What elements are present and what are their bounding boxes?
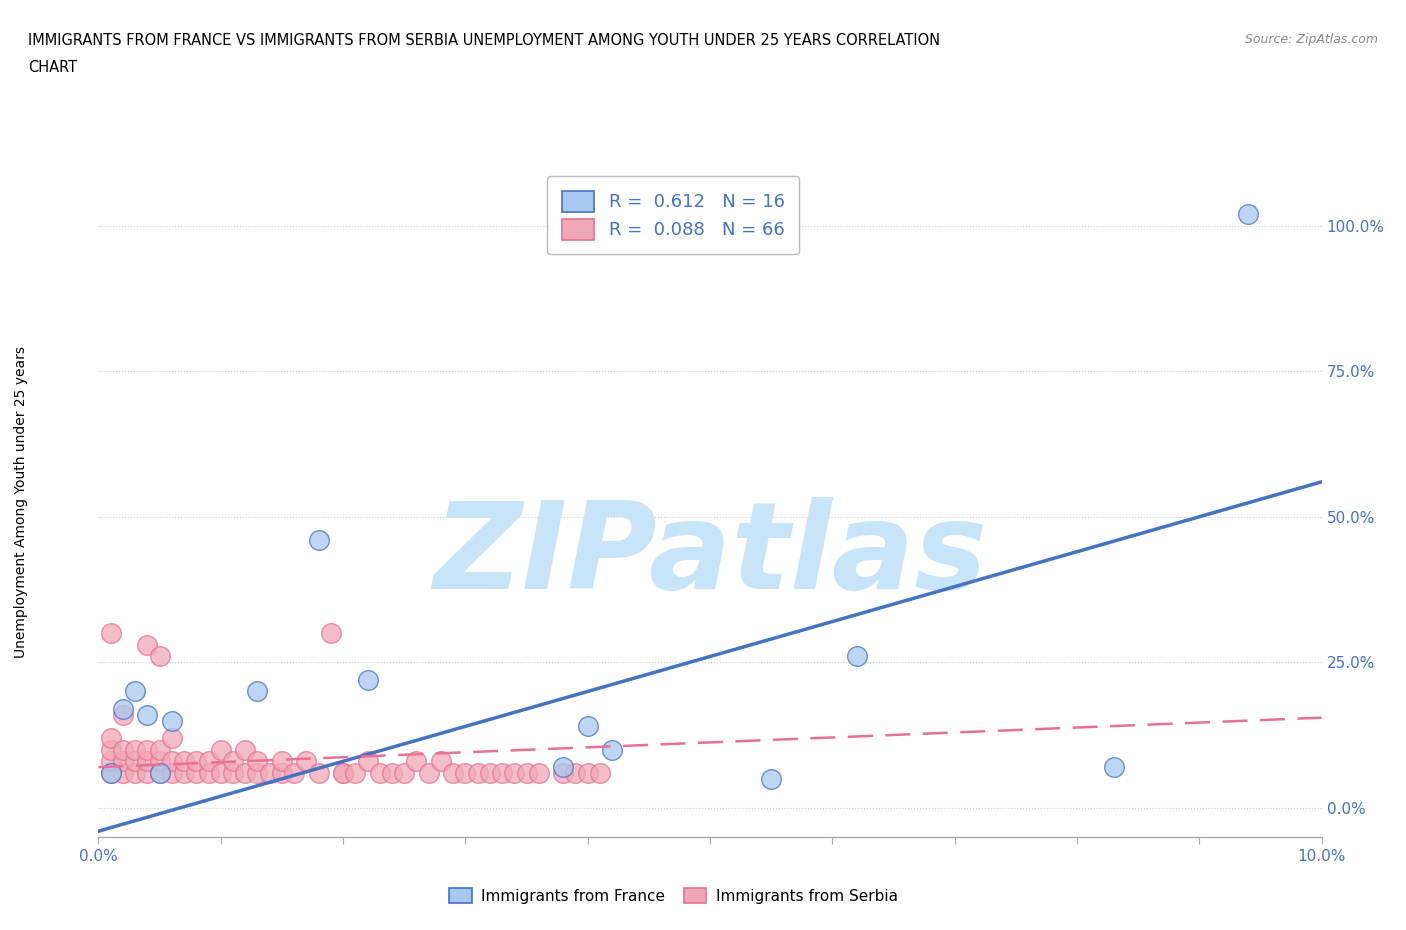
Point [295, 754, 318, 769]
Point [319, 626, 342, 641]
Point [759, 771, 782, 786]
Text: Source: ZipAtlas.com: Source: ZipAtlas.com [1244, 33, 1378, 46]
Point [100, 731, 122, 746]
Point [589, 765, 612, 780]
Point [197, 754, 219, 769]
Point [111, 754, 134, 769]
Point [197, 765, 219, 780]
Point [149, 742, 172, 757]
Point [405, 754, 427, 769]
Text: IMMIGRANTS FROM FRANCE VS IMMIGRANTS FROM SERBIA UNEMPLOYMENT AMONG YOUTH UNDER : IMMIGRANTS FROM FRANCE VS IMMIGRANTS FRO… [28, 33, 941, 47]
Point [136, 742, 159, 757]
Point [283, 765, 305, 780]
Point [136, 754, 159, 769]
Text: CHART: CHART [28, 60, 77, 75]
Point [478, 765, 501, 780]
Point [173, 754, 195, 769]
Point [270, 754, 292, 769]
Text: Unemployment Among Youth under 25 years: Unemployment Among Youth under 25 years [14, 346, 28, 658]
Point [149, 649, 172, 664]
Point [149, 754, 172, 769]
Point [368, 765, 391, 780]
Point [308, 533, 330, 548]
Point [454, 765, 477, 780]
Point [233, 765, 256, 780]
Point [503, 765, 526, 780]
Point [173, 765, 195, 780]
Point [418, 765, 440, 780]
Point [516, 765, 538, 780]
Point [332, 765, 354, 780]
Point [467, 765, 489, 780]
Point [111, 765, 134, 780]
Point [564, 765, 586, 780]
Point [100, 754, 122, 769]
Point [100, 765, 122, 780]
Point [160, 765, 183, 780]
Point [553, 765, 575, 780]
Point [270, 765, 292, 780]
Point [160, 754, 183, 769]
Text: ZIPatlas: ZIPatlas [433, 498, 987, 615]
Point [233, 742, 256, 757]
Point [124, 742, 146, 757]
Point [100, 765, 122, 780]
Point [308, 765, 330, 780]
Point [136, 765, 159, 780]
Point [111, 742, 134, 757]
Point [845, 649, 868, 664]
Point [430, 754, 453, 769]
Point [576, 765, 599, 780]
Point [222, 765, 245, 780]
Point [576, 719, 599, 734]
Point [186, 765, 208, 780]
Point [553, 760, 575, 775]
Point [1237, 206, 1260, 221]
Point [441, 765, 464, 780]
Point [356, 672, 378, 687]
Point [149, 765, 172, 780]
Point [344, 765, 367, 780]
Point [136, 637, 159, 652]
Point [209, 765, 232, 780]
Point [186, 754, 208, 769]
Point [600, 742, 623, 757]
Point [246, 765, 269, 780]
Point [136, 708, 159, 723]
Legend: Immigrants from France, Immigrants from Serbia: Immigrants from France, Immigrants from … [443, 882, 904, 910]
Point [222, 754, 245, 769]
Point [160, 731, 183, 746]
Point [111, 701, 134, 716]
Point [246, 684, 269, 698]
Point [491, 765, 513, 780]
Point [124, 684, 146, 698]
Point [124, 754, 146, 769]
Point [392, 765, 416, 780]
Point [381, 765, 404, 780]
Point [209, 742, 232, 757]
Point [124, 765, 146, 780]
Point [356, 754, 378, 769]
Point [160, 713, 183, 728]
Point [100, 742, 122, 757]
Point [332, 765, 354, 780]
Point [111, 708, 134, 723]
Point [1102, 760, 1125, 775]
Point [527, 765, 550, 780]
Point [259, 765, 281, 780]
Point [246, 754, 269, 769]
Point [149, 765, 172, 780]
Point [100, 626, 122, 641]
